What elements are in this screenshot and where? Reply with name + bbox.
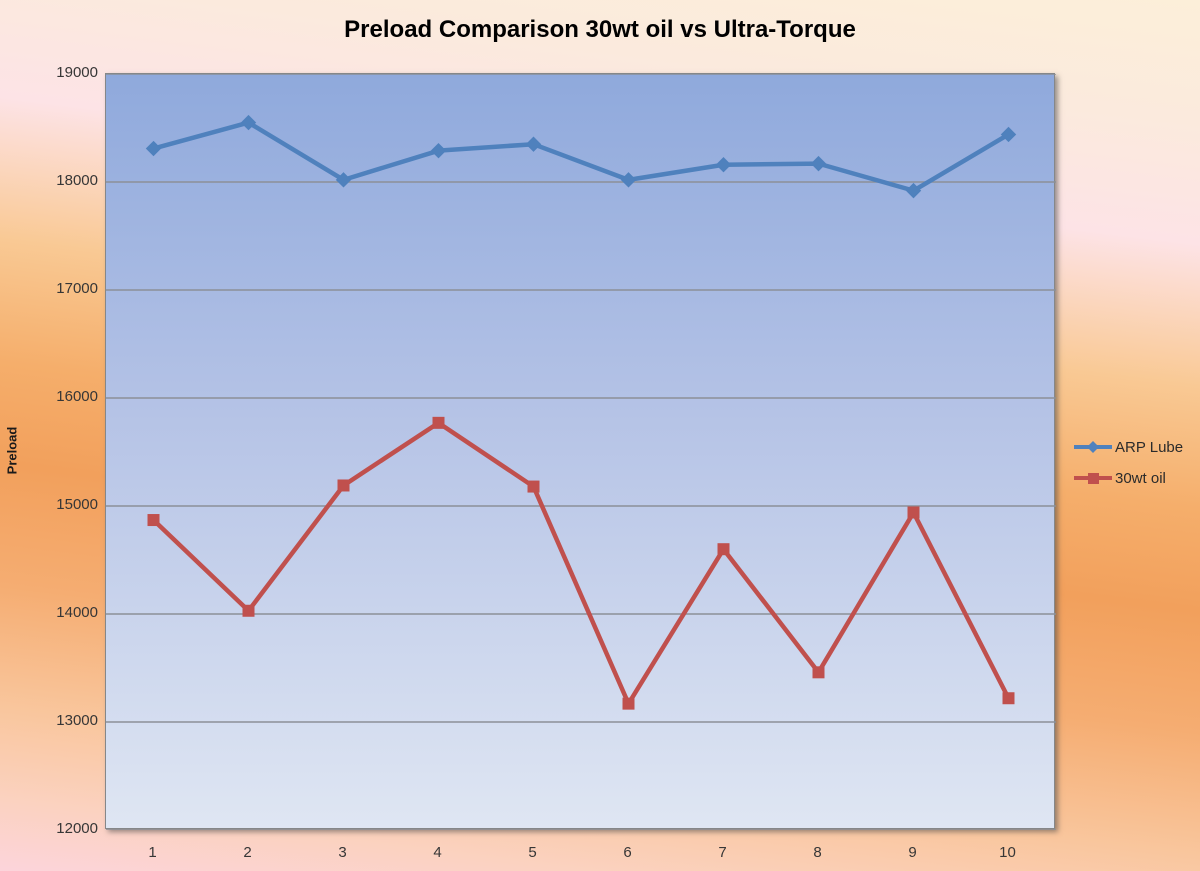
legend-label: ARP Lube	[1115, 438, 1184, 456]
data-point-30wt-oil-7	[717, 543, 730, 556]
data-point-30wt-oil-6	[622, 697, 635, 710]
data-point-arp-lube-2	[240, 114, 257, 131]
x-tick-label-7: 7	[718, 844, 727, 861]
legend-item-arp-lube: ARP Lube	[1074, 438, 1183, 456]
data-point-arp-lube-3	[335, 172, 352, 188]
x-tick-label-8: 8	[813, 844, 822, 861]
x-tick-label-1: 1	[148, 844, 157, 861]
diamond-marker-icon	[1074, 441, 1112, 453]
y-tick-label-18000: 18000	[56, 172, 98, 189]
legend: ARP Lube 30wt oil	[1074, 438, 1183, 500]
plot-area	[105, 73, 1056, 830]
series-line-arp-lube	[151, 120, 1011, 193]
data-point-arp-lube-4	[430, 142, 447, 159]
y-tick-label-16000: 16000	[56, 388, 98, 405]
data-point-arp-lube-10	[1000, 126, 1017, 143]
data-point-arp-lube-6	[620, 172, 637, 188]
legend-item-30wt-oil: 30wt oil	[1074, 469, 1183, 487]
chart-title: Preload Comparison 30wt oil vs Ultra-Tor…	[344, 16, 856, 43]
x-tick-label-9: 9	[908, 844, 917, 861]
square-marker-icon	[1074, 473, 1112, 484]
plot-svg	[106, 74, 1056, 830]
y-tick-label-15000: 15000	[56, 496, 98, 513]
data-point-30wt-oil-3	[337, 479, 350, 492]
data-point-arp-lube-9	[905, 182, 922, 199]
data-point-30wt-oil-2	[242, 604, 255, 617]
data-point-arp-lube-1	[145, 140, 162, 157]
x-tick-label-10: 10	[999, 844, 1016, 861]
x-tick-label-2: 2	[243, 844, 252, 861]
data-point-30wt-oil-5	[527, 480, 540, 493]
y-tick-label-14000: 14000	[56, 604, 98, 621]
x-tick-label-5: 5	[528, 844, 537, 861]
y-tick-label-19000: 19000	[56, 64, 98, 81]
series-line-30wt-oil	[151, 420, 1011, 706]
data-point-30wt-oil-9	[907, 506, 920, 519]
y-axis-title: Preload	[4, 426, 20, 475]
x-tick-label-6: 6	[623, 844, 632, 861]
data-point-arp-lube-8	[810, 155, 827, 172]
y-tick-label-17000: 17000	[56, 280, 98, 297]
data-point-30wt-oil-10	[1002, 692, 1015, 705]
data-point-arp-lube-5	[525, 136, 542, 152]
data-point-30wt-oil-4	[432, 416, 445, 429]
data-point-arp-lube-7	[715, 157, 732, 173]
y-tick-label-12000: 12000	[56, 820, 98, 837]
data-point-30wt-oil-1	[147, 514, 160, 527]
data-point-30wt-oil-8	[812, 666, 825, 679]
y-tick-label-13000: 13000	[56, 712, 98, 729]
x-tick-label-4: 4	[433, 844, 442, 861]
x-tick-label-3: 3	[338, 844, 347, 861]
legend-label: 30wt oil	[1115, 469, 1166, 487]
